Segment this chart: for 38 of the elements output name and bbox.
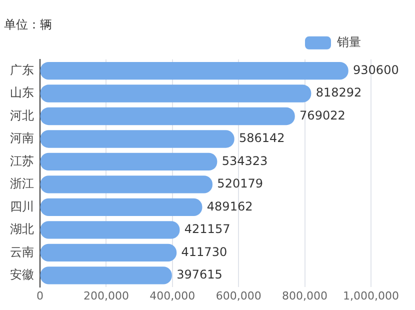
data-label: 411730 — [181, 244, 228, 259]
x-tick-label: 1,000,000 — [343, 289, 399, 302]
legend-label: 销量 — [336, 35, 361, 50]
data-label: 397615 — [176, 268, 222, 282]
data-label: 930600 — [353, 62, 399, 77]
data-label: 769022 — [300, 108, 346, 122]
y-tick-label: 浙江 — [10, 176, 34, 191]
y-tick-label: 河北 — [10, 108, 34, 122]
bar — [40, 62, 348, 80]
x-tick-label: 800,000 — [282, 289, 328, 302]
data-label: 421157 — [184, 222, 230, 236]
x-tick-label: 600,000 — [216, 289, 262, 302]
x-tick-label: 0 — [36, 289, 44, 302]
bar — [40, 130, 234, 148]
data-label: 818292 — [316, 86, 362, 100]
bar — [40, 176, 213, 194]
bar — [40, 221, 180, 239]
y-tick-label: 广东 — [10, 62, 34, 77]
y-tick-label: 山东 — [10, 86, 34, 100]
x-tick-label: 200,000 — [83, 289, 129, 302]
y-tick-label: 湖北 — [10, 222, 34, 236]
bar — [40, 107, 295, 126]
y-tick-label: 四川 — [10, 199, 34, 214]
y-tick-label: 云南 — [10, 244, 34, 259]
data-label: 534323 — [222, 154, 268, 168]
y-tick-label: 安徽 — [10, 268, 34, 282]
bar — [40, 244, 177, 262]
bar — [40, 84, 312, 102]
data-label: 586142 — [239, 131, 285, 146]
bar — [40, 152, 218, 171]
y-tick-label: 河南 — [10, 131, 34, 146]
chart-title: 单位：辆 — [4, 17, 52, 32]
data-label: 520179 — [217, 176, 263, 191]
bar — [40, 198, 202, 216]
bar — [40, 266, 172, 284]
data-label: 489162 — [206, 199, 253, 214]
x-tick-label: 400,000 — [150, 289, 196, 302]
y-tick-label: 江苏 — [10, 154, 34, 168]
